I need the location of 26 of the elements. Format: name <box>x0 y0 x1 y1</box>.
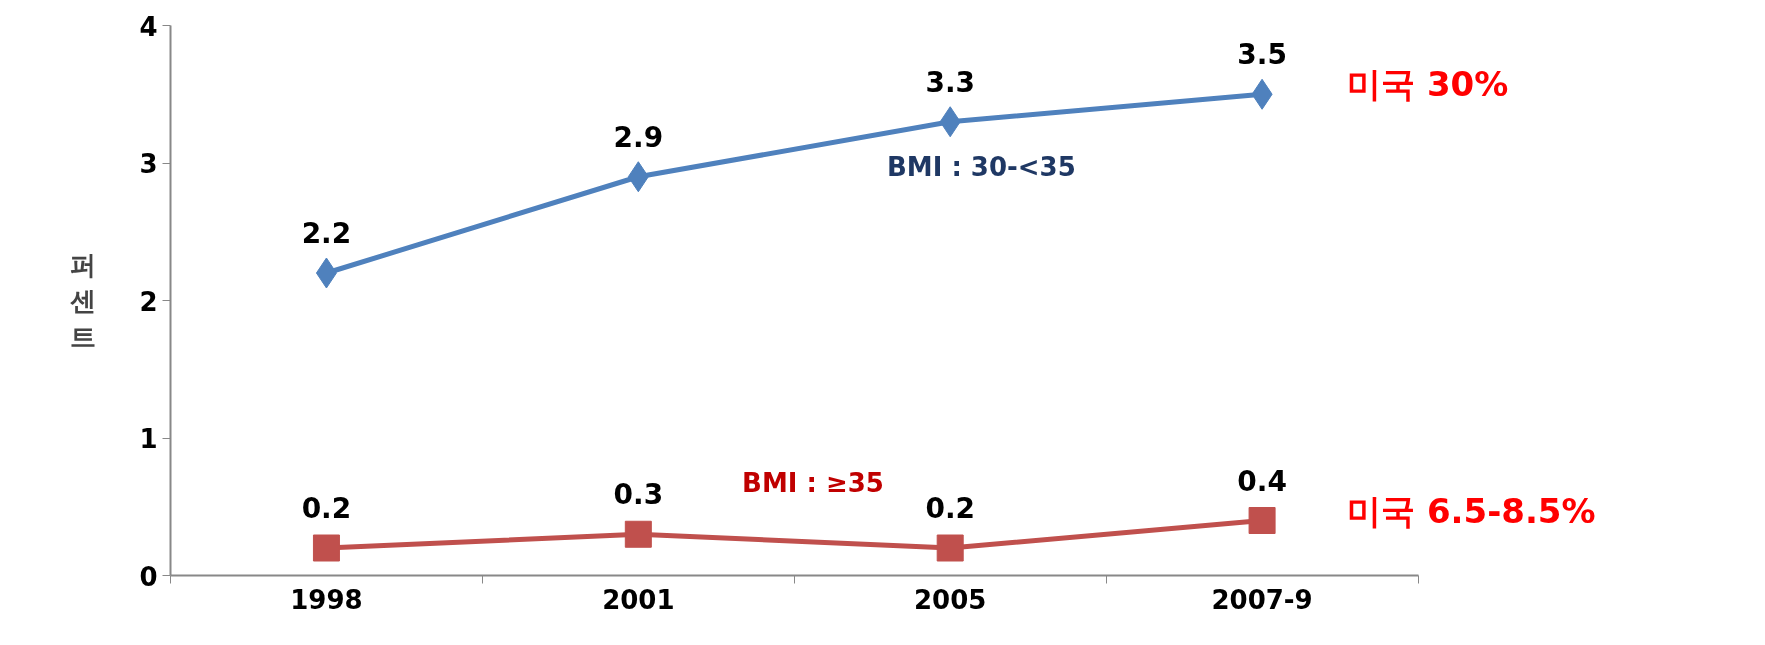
y-tick-label: 1 <box>139 424 158 454</box>
data-label: 2.9 <box>613 120 664 154</box>
y-tick-label: 2 <box>139 286 158 317</box>
point <box>936 534 964 562</box>
x-tick-label: 1998 <box>290 584 363 615</box>
x-tick-label: 2001 <box>602 584 675 615</box>
data-label: 3.3 <box>925 65 976 99</box>
annotation: 미국 30% <box>1347 64 1509 105</box>
y-tick-label: 4 <box>139 11 158 42</box>
data-label: 3.5 <box>1237 38 1287 72</box>
point <box>1248 507 1276 534</box>
data-label: 0.2 <box>925 492 976 525</box>
point <box>624 520 652 548</box>
point <box>312 534 340 562</box>
annotation: 미국 6.5-8.5% <box>1347 490 1596 531</box>
y-axis-title: 퍼센트 <box>70 249 97 352</box>
data-label: 2.2 <box>301 217 352 250</box>
x-tick-label: 2007-9 <box>1211 584 1313 615</box>
data-label: 0.2 <box>301 492 352 525</box>
data-label: 0.3 <box>613 478 664 512</box>
data-label: 0.4 <box>1237 464 1287 498</box>
y-tick-label: 0 <box>139 561 158 592</box>
y-tick-label: 3 <box>139 149 158 179</box>
series-label: BMI : 30-<35 <box>886 151 1076 182</box>
series-label: BMI : ≥35 <box>742 468 884 498</box>
x-tick-label: 2005 <box>914 584 987 615</box>
